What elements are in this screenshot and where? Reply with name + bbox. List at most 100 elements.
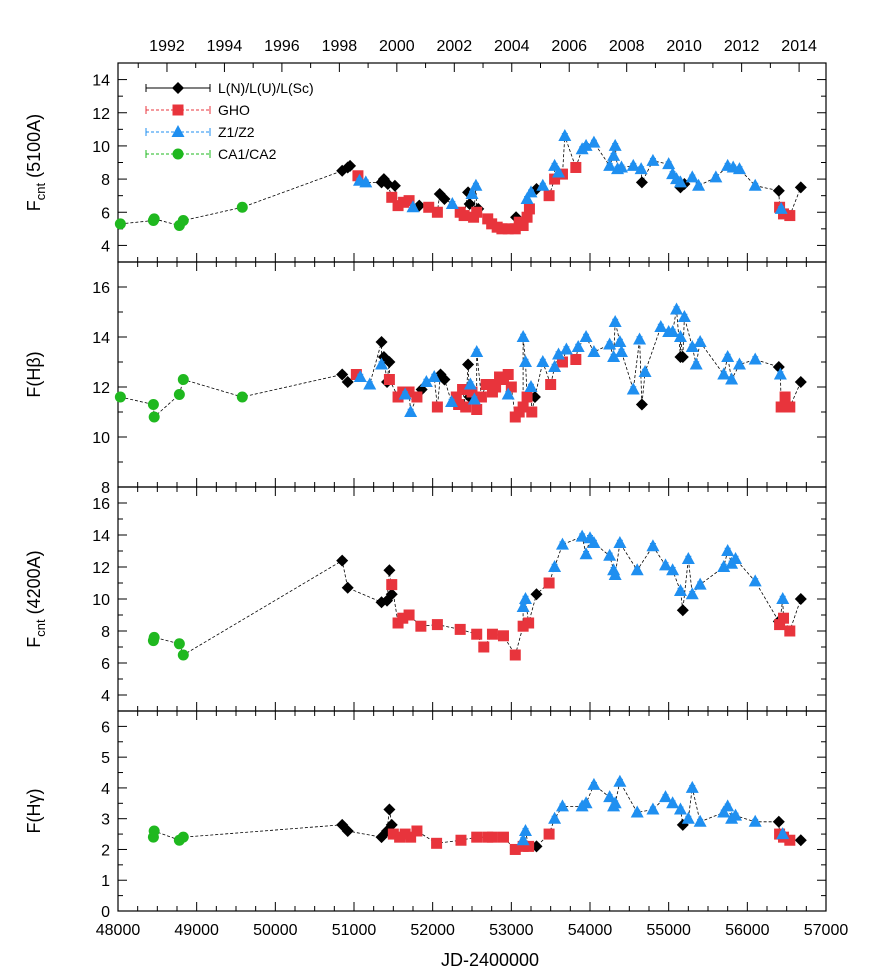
y-tick-label: 4: [101, 238, 110, 255]
y-tick-label: 10: [92, 139, 110, 156]
point-ca: [236, 201, 248, 213]
point-gho: [431, 401, 443, 413]
point-lnu: [383, 803, 396, 816]
point-z1z2: [579, 547, 593, 560]
x-tick-label: 49000: [174, 922, 219, 939]
point-ca: [177, 215, 189, 227]
point-lnu: [383, 564, 396, 577]
point-lnu: [388, 179, 401, 192]
point-z1z2: [725, 372, 739, 385]
y-tick-label: 0: [101, 904, 110, 921]
point-lnu: [385, 588, 398, 601]
point-z1z2: [404, 405, 418, 417]
point-z1z2: [579, 796, 593, 809]
point-lnu: [344, 159, 357, 172]
markers-layer: [114, 128, 807, 855]
point-gho: [423, 201, 435, 213]
point-gho: [403, 195, 415, 207]
point-z1z2: [575, 529, 589, 542]
point-z1z2: [693, 814, 707, 827]
point-z1z2: [536, 178, 550, 191]
top-year-label: 2014: [781, 38, 817, 55]
y-tick-label: 10: [92, 592, 110, 609]
top-year-label: 1992: [149, 38, 185, 55]
point-gho: [784, 210, 796, 222]
point-gho: [509, 649, 521, 661]
legend-label-1: L(N)/L(U)/L(Sc): [218, 80, 314, 96]
point-gho: [545, 379, 557, 390]
top-year-label: 2010: [666, 38, 702, 55]
point-z1z2: [673, 802, 687, 815]
point-z1z2: [607, 350, 621, 362]
point-gho: [517, 401, 529, 413]
point-gho: [475, 391, 487, 403]
y-tick-label: 3: [101, 812, 110, 829]
point-z1z2: [774, 201, 788, 214]
point-z1z2: [721, 544, 735, 556]
y-tick-label: 5: [101, 750, 110, 767]
y-tick-label: 12: [92, 106, 110, 123]
point-gho: [521, 211, 533, 223]
point-gho: [521, 391, 533, 403]
point-z1z2: [406, 200, 420, 213]
point-z1z2: [552, 347, 566, 360]
legend-label-2: GHO: [218, 102, 250, 118]
point-gho: [398, 196, 410, 208]
point-gho: [784, 401, 796, 413]
point-z1z2: [659, 558, 673, 571]
point-z1z2: [608, 568, 622, 580]
point-z1z2: [673, 330, 687, 342]
point-gho: [523, 203, 535, 215]
point-gho: [543, 577, 555, 589]
point-gho: [386, 191, 398, 203]
point-z1z2: [587, 135, 601, 148]
point-gho: [411, 825, 423, 837]
point-z1z2: [692, 178, 706, 191]
panel-frame-2: [117, 261, 827, 488]
point-gho: [486, 628, 498, 640]
point-lnu: [375, 336, 388, 348]
x-tick-label: 57000: [804, 922, 849, 939]
point-z1z2: [552, 165, 566, 178]
point-gho: [505, 381, 517, 393]
point-gho: [387, 828, 399, 840]
y-label-subscript: cnt: [33, 619, 48, 637]
point-z1z2: [729, 808, 743, 821]
point-gho: [431, 837, 443, 849]
point-z1z2: [536, 355, 550, 367]
point-z1z2: [559, 342, 573, 355]
point-z1z2: [518, 355, 532, 367]
panel-frame-4: [117, 710, 827, 912]
point-gho: [517, 840, 529, 852]
point-z1z2: [548, 560, 562, 572]
y-label-main: F(Hβ): [24, 351, 44, 397]
point-z1z2: [748, 352, 762, 365]
point-gho: [523, 617, 535, 629]
point-z1z2: [646, 539, 660, 552]
point-ca: [177, 374, 189, 385]
y-tick-label: 12: [92, 380, 110, 397]
x-tick-label: 48000: [96, 922, 141, 939]
point-lnu: [438, 192, 451, 205]
point-z1z2: [516, 600, 530, 612]
point-lnu: [385, 818, 398, 831]
point-z1z2: [603, 158, 617, 171]
point-z1z2: [467, 392, 481, 405]
y-label-tail: (5100A): [24, 114, 44, 183]
y-tick-label: 2: [101, 842, 110, 859]
point-gho: [775, 401, 787, 413]
point-ca: [147, 399, 159, 410]
point-z1z2: [608, 315, 622, 327]
point-z1z2: [721, 350, 735, 362]
point-gho: [454, 623, 466, 635]
point-z1z2: [673, 175, 687, 188]
point-z1z2: [773, 367, 787, 380]
point-lnu: [336, 554, 349, 567]
point-ca: [148, 631, 160, 643]
point-lnu: [383, 356, 396, 368]
point-gho: [471, 404, 483, 415]
y-label-main: F: [24, 200, 44, 211]
point-gho: [517, 620, 529, 632]
point-gho: [350, 369, 362, 380]
point-gho: [556, 356, 568, 368]
